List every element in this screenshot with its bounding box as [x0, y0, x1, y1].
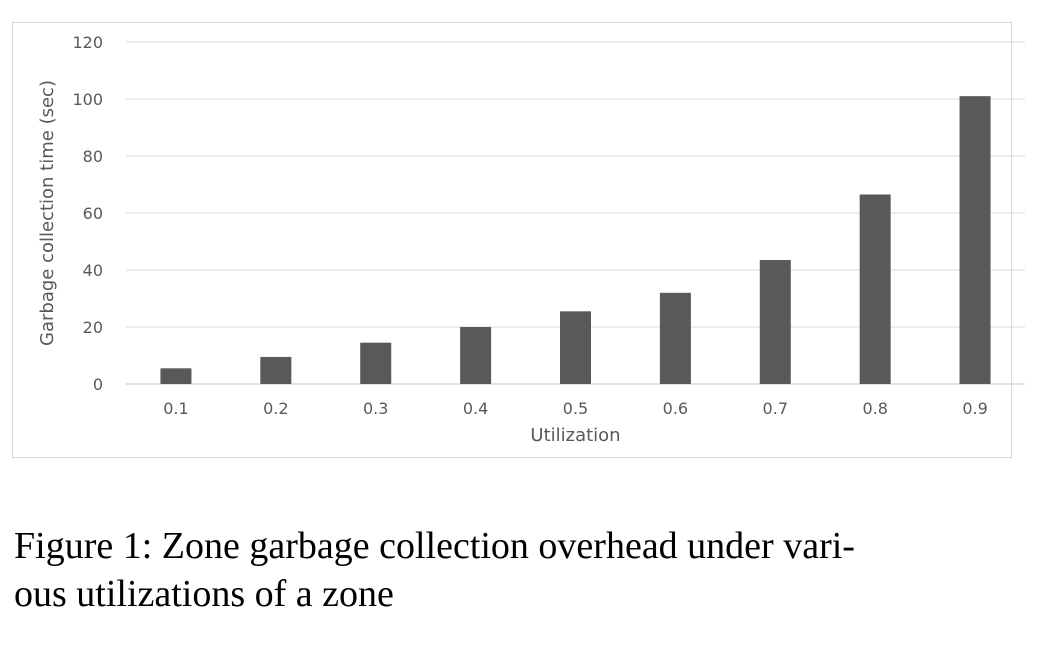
y-tick-label: 100 [72, 90, 103, 109]
x-tick-labels: 0.1 0.2 0.3 0.4 0.5 0.6 0.7 0.8 0.9 [163, 399, 988, 418]
caption-line-1: Figure 1: Zone garbage collection overhe… [14, 525, 855, 567]
y-tick-label: 20 [83, 318, 103, 337]
y-tick-labels: 0 20 40 60 80 100 120 [72, 33, 103, 394]
x-tick-label: 0.8 [862, 399, 887, 418]
x-tick-label: 0.7 [763, 399, 788, 418]
y-axis-title: Garbage collection time (sec) [37, 80, 58, 346]
bar-0.2 [260, 356, 292, 384]
bar-0.8 [859, 194, 891, 384]
y-tick-label: 60 [83, 204, 103, 223]
bar-0.5 [560, 311, 591, 384]
x-tick-label: 0.1 [163, 399, 188, 418]
caption-line-2: ous utilizations of a zone [14, 573, 394, 615]
bar-0.3 [360, 342, 392, 384]
y-tick-label: 80 [83, 147, 103, 166]
x-tick-label: 0.5 [563, 399, 588, 418]
x-tick-label: 0.9 [962, 399, 987, 418]
figure-caption: Figure 1: Zone garbage collection overhe… [14, 522, 1044, 618]
x-tick-label: 0.4 [463, 399, 488, 418]
bar-0.9 [959, 96, 991, 385]
x-tick-label: 0.6 [663, 399, 688, 418]
bar-0.7 [759, 260, 791, 384]
chart-frame: 0 20 40 60 80 100 120 0.1 0.2 0.3 0.4 0.5 0.6 0.7 0.8… [12, 22, 1025, 458]
bar-0.4 [460, 327, 492, 384]
y-tick-label: 40 [83, 261, 103, 280]
y-tick-label: 120 [72, 33, 103, 52]
y-tick-label: 0 [93, 375, 103, 394]
bars [160, 96, 991, 385]
x-axis-title: Utilization [530, 425, 620, 446]
x-tick-label: 0.2 [263, 399, 288, 418]
bar-chart: 0 20 40 60 80 100 120 0.1 0.2 0.3 0.4 0.5 0.6 0.7 0.8… [37, 33, 1025, 446]
x-tick-label: 0.3 [363, 399, 388, 418]
bar-0.1 [160, 368, 192, 384]
bar-0.6 [659, 292, 691, 384]
